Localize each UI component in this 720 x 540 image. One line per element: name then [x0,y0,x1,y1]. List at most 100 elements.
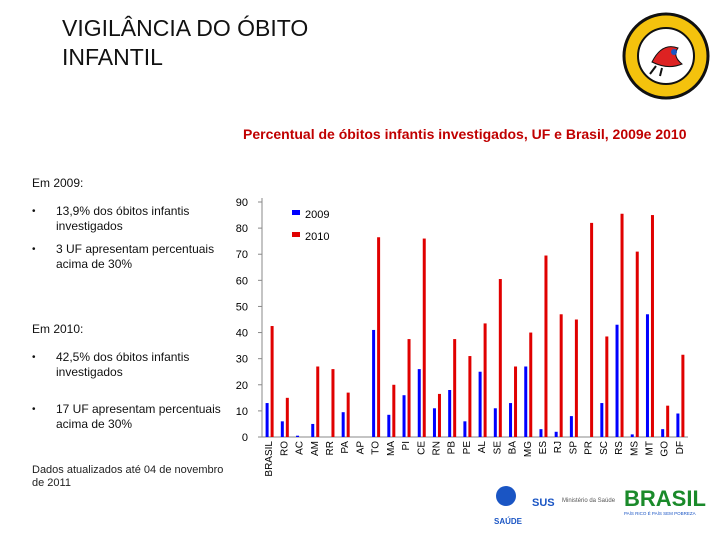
x-tick-label: DF [675,441,686,454]
ministry-label: Ministério da Saúde [562,498,616,504]
bar-2010-am [316,366,320,437]
y-tick-label: 0 [242,432,248,444]
bar-2009-rs [615,324,619,437]
bar-2009-ba [509,403,513,437]
x-tick-label: AL [477,441,488,454]
bar-2010-pi [407,339,411,437]
x-tick-label: CE [416,441,427,455]
bar-2010-brasil [270,326,274,437]
bar-2010-sc [605,336,609,437]
bar-2010-mt [650,215,654,437]
bar-2009-go [661,429,665,437]
x-tick-label: MG [523,441,534,457]
bar-2009-al [478,371,482,437]
saude-label: SAÚDE [494,517,523,526]
sus-label: SUS [532,497,555,509]
y-tick-label: 20 [236,380,248,392]
bar-2009-brasil [265,403,269,437]
bullet-text: 13,9% dos óbitos infantis investigados [56,204,190,233]
legend-swatch-2010 [292,232,300,237]
x-tick-label: RR [325,441,336,455]
x-tick-label: MT [644,441,655,455]
bar-2010-es [544,255,548,437]
rede-cegonha-logo [622,12,710,100]
bar-2009-am [311,423,315,437]
saude-icon [496,486,516,506]
y-tick-label: 80 [236,223,248,235]
y-tick-label: 10 [236,406,248,418]
x-tick-label: TO [371,441,382,455]
data-update-note: Dados atualizados até 04 de novembro de … [32,464,224,489]
bar-2009-mg [524,366,528,437]
x-tick-label: SP [568,441,579,455]
y-tick-label: 30 [236,354,248,366]
brasil-tagline: PAÍS RICO É PAÍS SEM POBREZA [624,510,696,516]
bar-2010-se [498,279,502,437]
bar-2009-pe [463,421,467,437]
bar-2009-sp [569,416,573,437]
x-tick-label: BRASIL [264,441,275,477]
bullet-text: 3 UF apresentam percentuais acima de 30% [56,242,215,271]
y-tick-label: 40 [236,328,248,340]
x-tick-label: ES [538,441,549,455]
summary-2009-list: • 13,9% dos óbitos infantis investigados … [32,204,232,280]
bar-2010-rr [331,369,335,437]
chart-title: Percentual de óbitos infantis investigad… [243,126,687,142]
bullet-text: 17 UF apresentam percentuais acima de 30… [56,402,221,431]
x-tick-label: GO [660,441,671,457]
x-tick-label: RJ [553,441,564,453]
legend-swatch-2009 [292,210,300,215]
x-tick-label: PA [340,441,351,454]
x-tick-label: AC [295,441,306,455]
list-item: • 13,9% dos óbitos infantis investigados [32,204,232,234]
bar-2009-ma [387,414,391,437]
bar-2010-go [666,405,670,437]
x-tick-label: MA [386,441,397,456]
bar-2010-ce [422,238,426,437]
bar-2009-es [539,429,543,437]
bar-2010-sp [574,319,578,437]
list-item: • 3 UF apresentam percentuais acima de 30… [32,242,232,272]
bar-2010-pr [590,222,594,437]
bar-2009-to [372,329,376,437]
bar-2009-ms [630,434,634,437]
bar-2010-ro [285,397,289,437]
bar-2010-rj [559,314,563,437]
summary-2009-heading: Em 2009: [32,176,84,190]
bar-2009-pi [402,395,406,437]
legend-label-2009: 2009 [305,209,329,221]
bar-2009-df [676,413,680,437]
x-tick-label: AP [355,441,366,455]
bar-2010-al [483,323,487,437]
x-tick-label: RN [431,441,442,455]
footer-logos: SAÚDE SUS Ministério da Saúde BRASIL PAÍ… [494,486,706,526]
list-item: • 42,5% dos óbitos infantis investigados [32,350,232,380]
summary-2010-heading: Em 2010: [32,322,84,336]
bar-2010-mg [529,332,533,437]
x-tick-label: SE [492,441,503,455]
bar-2010-pe [468,356,472,437]
x-tick-label: AM [310,441,321,456]
y-tick-label: 90 [236,197,248,209]
bar-2010-ms [635,251,639,437]
x-tick-label: PR [584,441,595,455]
bar-2009-rn [432,408,436,437]
x-tick-label: PE [462,441,473,455]
bar-2009-ro [280,421,284,437]
summary-2010-list: • 42,5% dos óbitos infantis investigados … [32,350,232,440]
bar-2010-pa [346,392,350,437]
bullet-text: 42,5% dos óbitos infantis investigados [56,350,190,379]
brasil-label: BRASIL [624,486,706,511]
x-tick-label: MS [629,441,640,456]
x-tick-label: PI [401,441,412,450]
x-tick-label: PB [447,441,458,455]
bar-2009-ac [296,435,300,437]
x-tick-label: SC [599,441,610,455]
bar-2010-rs [620,213,624,437]
bar-2009-pb [448,390,452,437]
bar-2010-pb [453,339,457,437]
slide-title: VIGILÂNCIA DO ÓBITO INFANTIL [62,15,309,70]
bar-2009-ce [417,369,421,437]
y-tick-label: 50 [236,301,248,313]
